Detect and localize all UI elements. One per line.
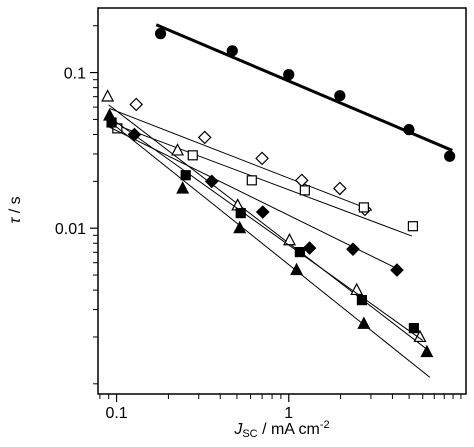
marker xyxy=(358,202,369,213)
marker xyxy=(390,263,404,277)
marker xyxy=(204,174,219,189)
marker xyxy=(176,181,190,194)
marker xyxy=(180,170,191,181)
marker xyxy=(101,89,115,102)
marker xyxy=(356,295,368,306)
marker xyxy=(246,175,257,186)
marker xyxy=(283,69,295,81)
y-unit: / s xyxy=(7,196,24,217)
marker xyxy=(407,221,418,232)
marker xyxy=(290,262,304,276)
marker xyxy=(255,151,269,166)
marker xyxy=(346,242,360,257)
marker xyxy=(332,181,347,196)
y-symbol: τ xyxy=(7,217,24,224)
marker xyxy=(171,143,185,156)
marker xyxy=(302,241,317,255)
y-tick-label: 0.1 xyxy=(64,66,86,83)
marker xyxy=(103,108,117,121)
marker xyxy=(154,28,167,40)
fit-line xyxy=(108,116,424,341)
marker xyxy=(235,208,246,219)
marker xyxy=(197,130,212,145)
fit-line xyxy=(109,121,413,237)
marker xyxy=(255,205,270,219)
marker xyxy=(226,45,238,57)
plot-frame xyxy=(97,7,467,395)
marker xyxy=(294,247,305,258)
marker xyxy=(403,124,415,136)
fit-line xyxy=(109,107,373,211)
marker xyxy=(129,97,144,112)
marker xyxy=(283,232,296,246)
fit-line xyxy=(108,104,426,349)
y-tick-label: 0.01 xyxy=(55,221,86,238)
marker xyxy=(334,90,346,102)
x-tick-label: 0.1 xyxy=(105,405,127,422)
marker xyxy=(420,344,434,358)
fit-line xyxy=(108,120,431,378)
x-tick-label: 1 xyxy=(284,405,293,422)
y-axis-title: τ / s xyxy=(7,196,24,223)
x-unit: / mA cm xyxy=(258,421,320,438)
marker xyxy=(233,220,247,234)
marker xyxy=(357,316,371,329)
x-sup: -2 xyxy=(320,419,330,431)
x-symbol: J xyxy=(233,421,243,438)
x-sub: SC xyxy=(242,428,257,440)
marker xyxy=(408,323,419,334)
x-axis-title: JSC / mA cm-2 xyxy=(233,419,329,440)
marker xyxy=(187,150,198,161)
marker xyxy=(299,185,310,196)
marker xyxy=(444,150,456,162)
fit-line xyxy=(155,23,453,152)
